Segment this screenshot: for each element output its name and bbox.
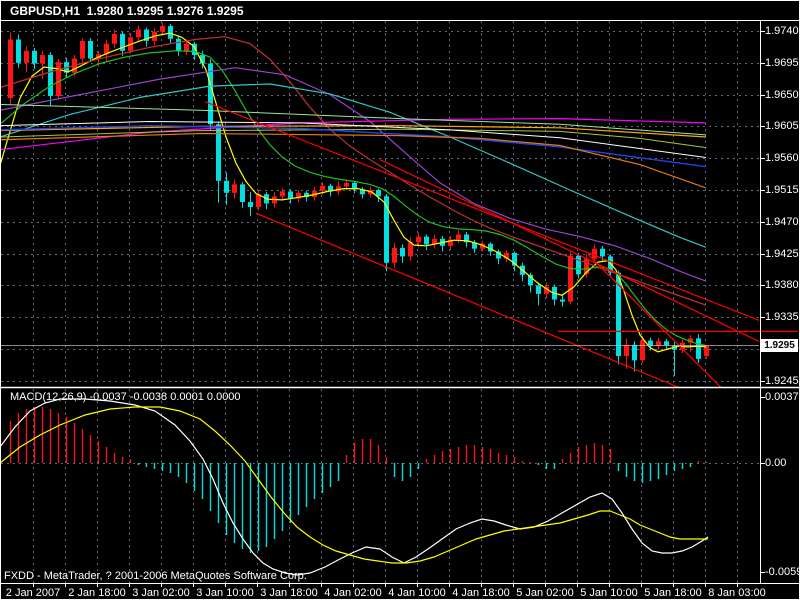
trendline-steep-right (587, 253, 722, 387)
time-axis-label: 4 Jan 18:00 (452, 587, 510, 599)
price-axis-label: 1.9245 (765, 375, 799, 387)
symbol-ohlc-title: GBPUSD,H1 1.9280 1.9295 1.9276 1.9295 (10, 4, 244, 18)
price-axis-label: 1.9650 (765, 89, 799, 101)
price-axis-label: 1.9560 (765, 152, 799, 164)
watermark-text: FXDD - MetaTrader, ? 2001-2006 MetaQuote… (4, 570, 307, 582)
time-axis-label: 5 Jan 10:00 (580, 587, 638, 599)
ma-blue (1, 124, 707, 168)
time-axis-label: 2 Jan 2007 (5, 587, 61, 599)
price-axis-label: 1.9695 (765, 57, 799, 69)
time-axis-label: 2 Jan 18:00 (68, 587, 126, 599)
macd-indicator-label: MACD(12,26,9) -0.0037 -0.0038 0.0001 0.0… (10, 391, 241, 403)
current-price-box: 1.9295 (761, 339, 798, 352)
macd-axis-label: 0.00 (765, 457, 787, 469)
ma-yellowgreen (1, 128, 707, 149)
price-axis-label: 1.9740 (765, 25, 799, 37)
macd-axis-label: 0.0037 (765, 391, 799, 403)
time-axis-label: 5 Jan 02:00 (516, 587, 574, 599)
ma-turquoise (1, 83, 707, 248)
ma-darkorange (1, 132, 707, 189)
ma-purple (1, 67, 707, 282)
time-axis-label: 3 Jan 18:00 (260, 587, 318, 599)
ma-orange (1, 125, 707, 138)
ma-slow-firebrick (1, 36, 707, 306)
trendline-mid (379, 159, 759, 343)
time-axis-label: 8 Jan 03:00 (708, 587, 766, 599)
price-axis-label: 1.9605 (765, 120, 799, 132)
trendline-lower-channel (255, 212, 680, 387)
price-axis-label: 1.9335 (765, 311, 799, 323)
signal-line (1, 406, 708, 564)
ma-palegreen (1, 104, 707, 136)
macd-axis-label: -0.0059 (765, 566, 800, 578)
time-axis-label: 4 Jan 02:00 (324, 587, 382, 599)
ma-medium-green (1, 50, 707, 347)
macd-line (1, 398, 709, 576)
time-axis-label: 3 Jan 10:00 (196, 587, 254, 599)
ma-magenta (1, 117, 707, 151)
ma-white (1, 120, 707, 158)
price-axis-label: 1.9515 (765, 184, 799, 196)
time-axis-label: 4 Jan 10:00 (388, 587, 446, 599)
price-axis-label: 1.9425 (765, 248, 799, 260)
time-axis-label: 3 Jan 02:00 (132, 587, 190, 599)
price-axis-label: 1.9470 (765, 216, 799, 228)
trendline-upper (204, 101, 759, 321)
time-axis-label: 5 Jan 18:00 (644, 587, 702, 599)
price-axis-label: 1.9380 (765, 279, 799, 291)
